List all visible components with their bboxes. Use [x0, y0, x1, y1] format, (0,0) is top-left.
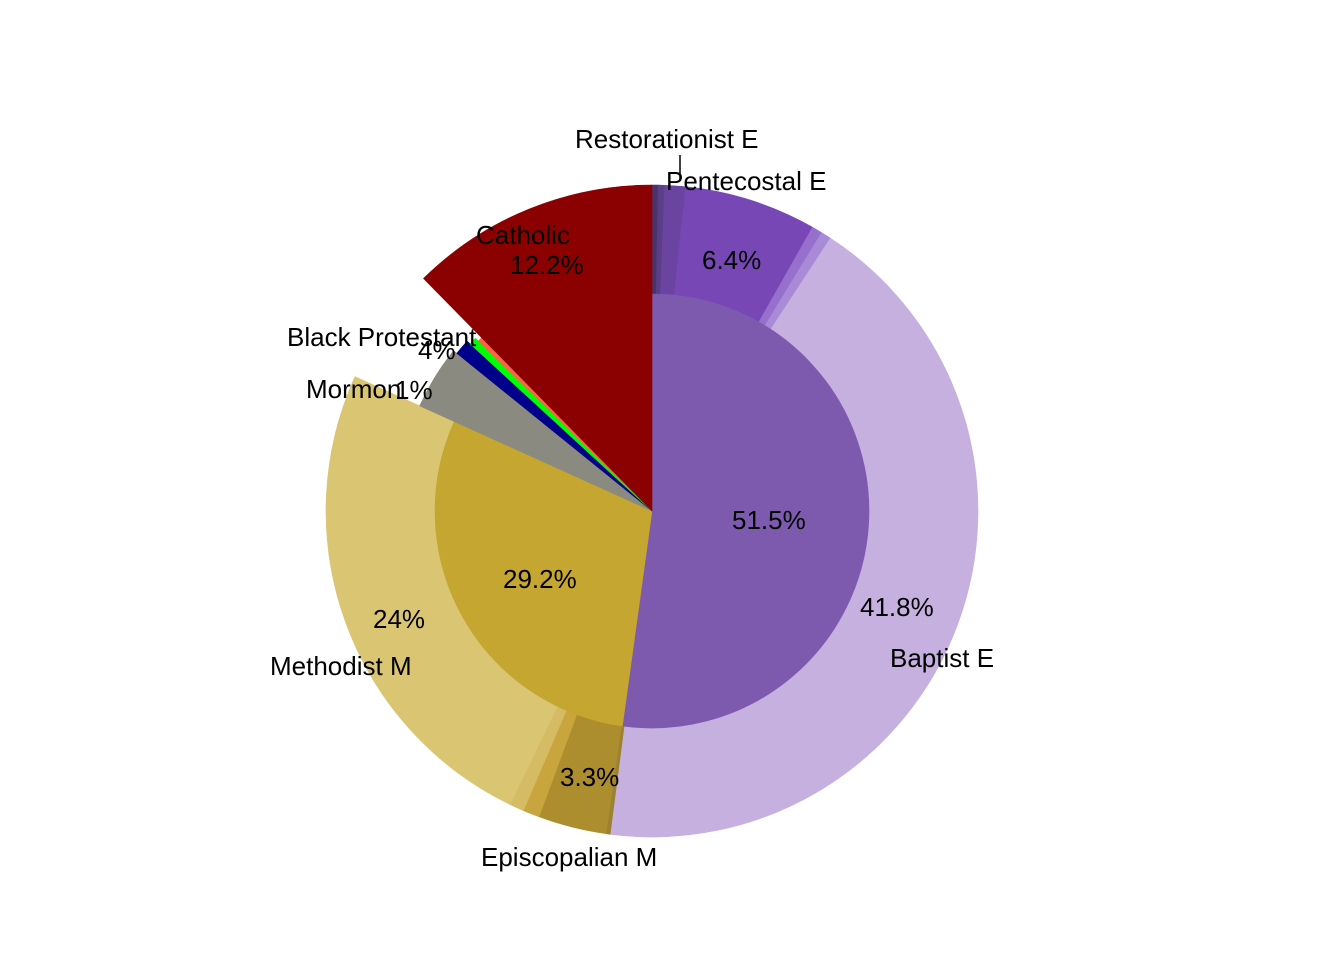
outer-ring: [325, 184, 979, 838]
pct-evangelical: 51.5%: [732, 505, 806, 535]
pct-mormon: 1%: [395, 375, 433, 405]
wedge-slice-2: [419, 350, 653, 512]
label-baptist: Baptist E: [890, 643, 994, 673]
pct-mainline: 29.2%: [503, 564, 577, 594]
label-methodist: Methodist M: [270, 651, 412, 681]
inner-slice-0: [622, 293, 870, 729]
full-wedges: [419, 184, 653, 512]
pct-pentecostal-sub: 6.4%: [702, 245, 761, 275]
label-pentecostal: Pentecostal E: [666, 166, 826, 196]
pct-black-protestant: 4%: [418, 335, 456, 365]
label-restorationist: Restorationist E: [575, 124, 759, 154]
inner-ring: [434, 293, 870, 729]
label-black-protestant: Black Protestant: [287, 322, 477, 352]
wedge-slice-6: [423, 184, 653, 512]
label-mormon: Mormon: [306, 374, 401, 404]
inner-slice-1: [434, 421, 653, 727]
pct-catholic: 12.2%: [510, 250, 584, 280]
pct-baptist: 41.8%: [860, 592, 934, 622]
label-episcopalian: Episcopalian M: [481, 842, 657, 872]
wedge-slice-3: [456, 340, 653, 512]
pct-episcopalian: 3.3%: [560, 762, 619, 792]
pct-methodist: 24%: [373, 604, 425, 634]
wedge-slice-4: [469, 337, 653, 512]
label-catholic: Catholic: [476, 220, 570, 250]
